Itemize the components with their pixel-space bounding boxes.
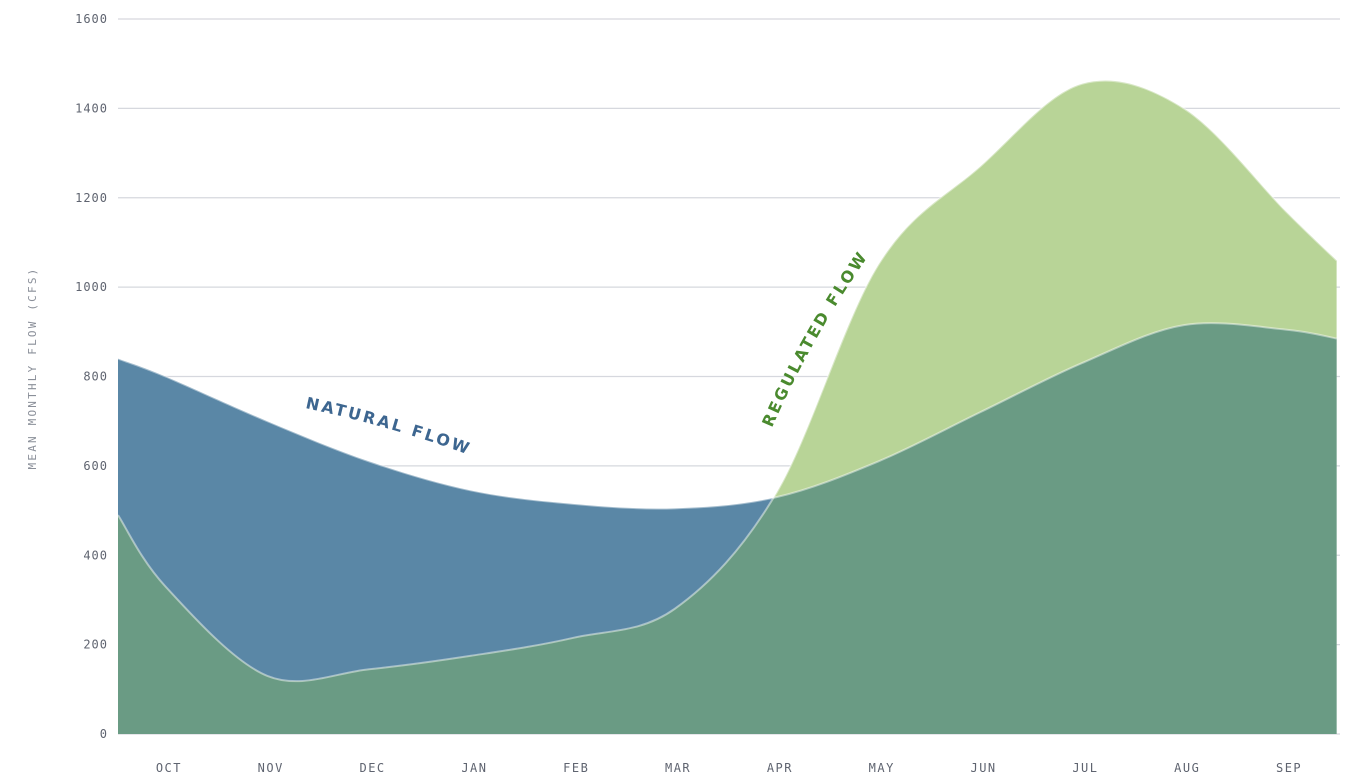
natural-flow-line [117, 322, 1337, 510]
y-axis-ticks: 0 200 400 600 800 1000 1200 1400 1600 [75, 12, 108, 741]
area-layer [117, 79, 1338, 735]
x-tick-label: JUL [1072, 761, 1098, 775]
x-tick-label: JAN [461, 761, 487, 775]
x-tick-label: SEP [1276, 761, 1302, 775]
x-tick-label: MAR [665, 761, 691, 775]
x-tick-label: APR [767, 761, 793, 775]
y-tick-label: 1200 [75, 191, 108, 205]
y-tick-label: 0 [100, 727, 108, 741]
y-axis-label: MEAN MONTHLY FLOW (CFS) [26, 267, 39, 470]
x-tick-label: OCT [156, 761, 182, 775]
x-tick-label: AUG [1174, 761, 1200, 775]
y-tick-label: 1000 [75, 280, 108, 294]
x-tick-label: DEC [359, 761, 385, 775]
y-tick-label: 800 [83, 370, 108, 384]
regulated-flow-line [117, 79, 1338, 683]
x-tick-label: NOV [258, 761, 284, 775]
x-axis-ticks: OCT NOV DEC JAN FEB MAR APR MAY JUN JUL AUG SEP [156, 761, 1302, 775]
y-tick-label: 1600 [75, 12, 108, 26]
x-tick-label: JUN [970, 761, 996, 775]
x-tick-label: FEB [563, 761, 589, 775]
overlap-area [118, 323, 1337, 734]
x-tick-label: MAY [869, 761, 895, 775]
y-tick-label: 400 [83, 548, 108, 562]
y-tick-label: 200 [83, 638, 108, 652]
y-tick-label: 1400 [75, 101, 108, 115]
y-tick-label: 600 [83, 459, 108, 473]
